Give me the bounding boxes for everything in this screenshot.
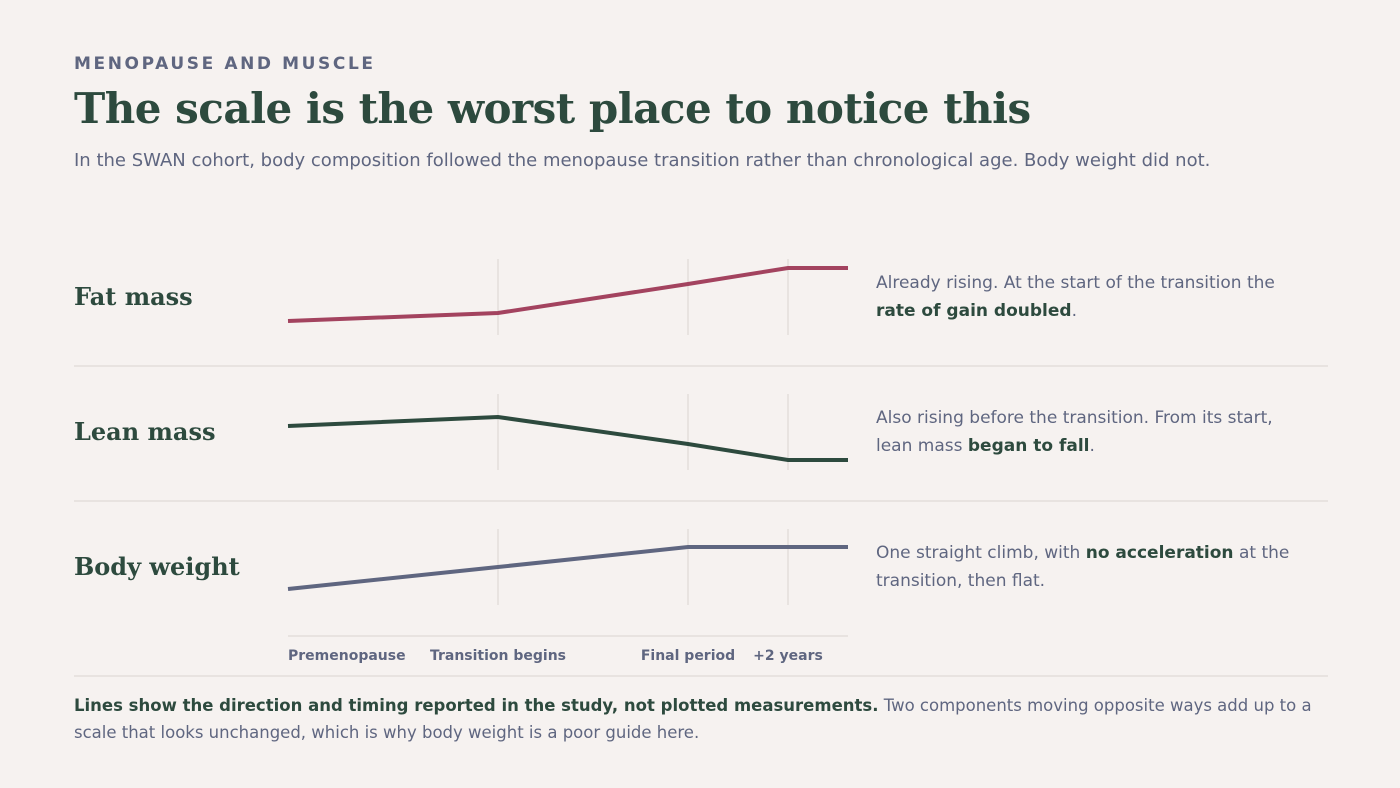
note-emphasis: no acceleration [1085, 543, 1234, 563]
fat-line [287, 266, 848, 323]
note-text: Also rising before the transition. From … [876, 408, 1273, 456]
note-text: Already rising. At the start of the tran… [876, 273, 1275, 293]
footnote-emphasis: Lines show the direction and timing repo… [74, 696, 879, 715]
lean-line [287, 414, 848, 462]
note-text: One straight climb, with [876, 543, 1086, 563]
guides [74, 259, 1328, 677]
note-emphasis: rate of gain doubled [876, 301, 1072, 321]
row-label: Fat mass [74, 282, 193, 311]
footnote-text: Two components moving opposite ways add … [74, 696, 1312, 742]
stage-label: +2 years [753, 648, 823, 664]
stage-label: Final period [640, 648, 736, 664]
note-text: at the transition, then flat. [876, 543, 1290, 591]
note-emphasis: began to fall [967, 436, 1090, 456]
row-label: Lean mass [74, 417, 216, 446]
row-note: Already rising. At the start of the tran… [876, 269, 1296, 325]
weight-line [287, 545, 848, 591]
subtitle: In the SWAN cohort, body composition fol… [74, 150, 1211, 171]
footnote: Lines show the direction and timing repo… [74, 692, 1334, 746]
title: The scale is the worst place to notice t… [74, 84, 1031, 133]
row-note: Also rising before the transition. From … [876, 404, 1296, 460]
eyebrow: MENOPAUSE AND MUSCLE [74, 54, 376, 74]
note-text: . [1071, 301, 1077, 321]
stage-label: Premenopause [288, 648, 406, 664]
row-note: One straight climb, with no acceleration… [876, 539, 1296, 595]
note-text: . [1089, 436, 1095, 456]
stage-label: Transition begins [429, 648, 567, 664]
row-label: Body weight [74, 552, 240, 581]
